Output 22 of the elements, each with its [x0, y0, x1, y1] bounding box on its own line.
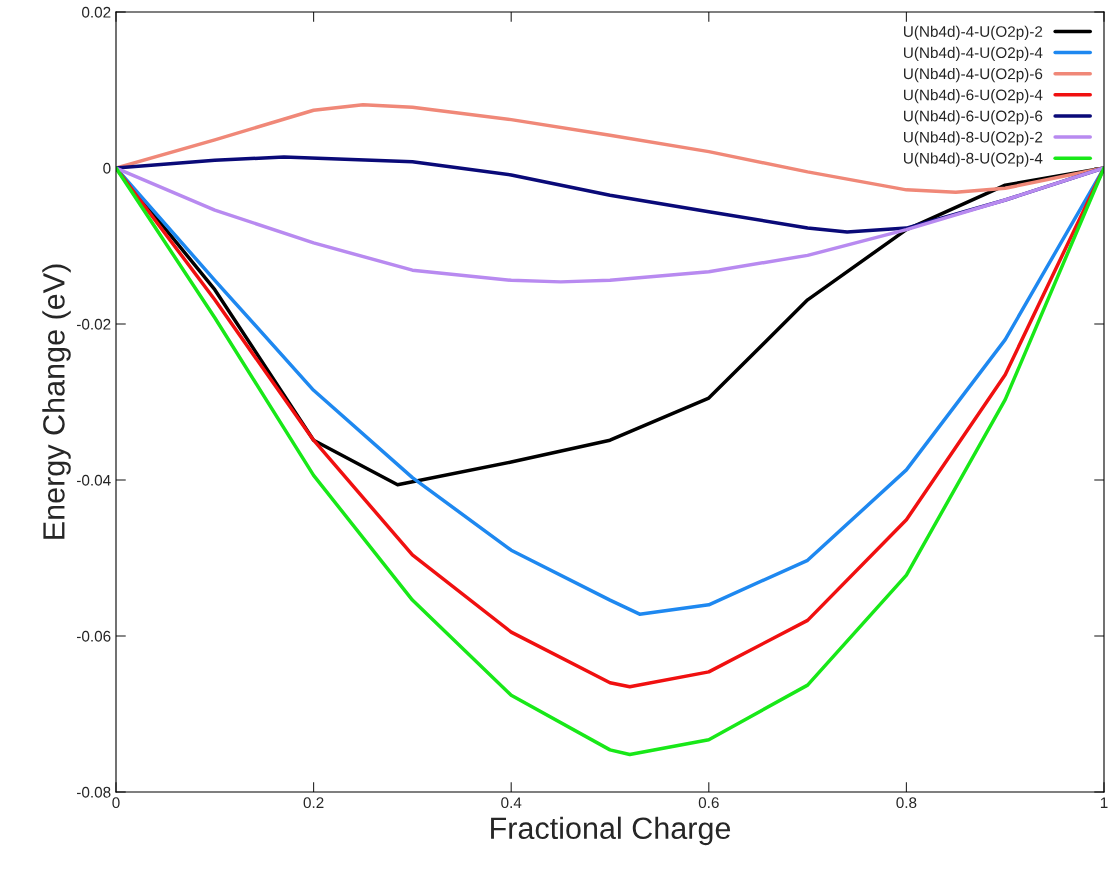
y-tick-label: -0.04: [77, 474, 111, 486]
x-axis-title: Fractional Charge: [491, 816, 731, 846]
legend-label: U(Nb4d)-6-U(O2p)-4: [904, 89, 1043, 104]
legend-label: U(Nb4d)-8-U(O2p)-4: [904, 152, 1043, 167]
x-tick-label: 1: [1100, 797, 1108, 808]
line-series: [116, 166, 1104, 284]
legend-label: U(Nb4d)-4-U(O2p)-6: [904, 67, 1043, 83]
y-tick-label: 0.02: [82, 6, 111, 18]
legend-label: U(Nb4d)-6-U(O2p)-6: [904, 110, 1043, 125]
y-tick-label: 0: [103, 162, 111, 174]
y-axis-title: Energy Change (eV): [42, 264, 71, 539]
x-tick-label: 0.8: [896, 797, 917, 809]
x-tick-label: 0: [112, 797, 120, 809]
y-tick-label: -0.08: [77, 786, 111, 798]
legend-label: U(Nb4d)-8-U(O2p)-2: [904, 131, 1043, 146]
x-tick-label: 0.4: [501, 797, 522, 809]
x-tick-label: 0.2: [303, 797, 324, 809]
x-tick-label: 0.6: [698, 797, 719, 809]
y-tick-label: -0.06: [77, 630, 111, 642]
y-tick-label: -0.02: [77, 318, 111, 330]
legend-label: U(Nb4d)-4-U(O2p)-4: [904, 46, 1043, 62]
legend-label: U(Nb4d)-4-U(O2p)-2: [904, 25, 1043, 40]
